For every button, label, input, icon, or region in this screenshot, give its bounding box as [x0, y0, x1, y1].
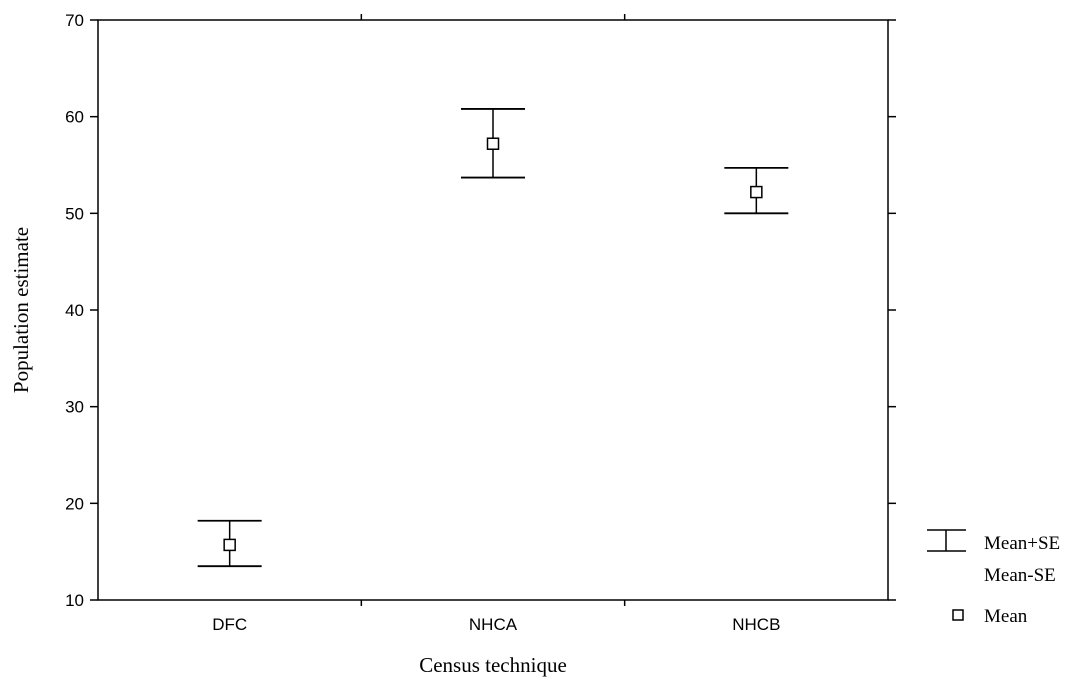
y-tick-label: 10 [65, 591, 84, 610]
legend: Mean+SE Mean-SE Mean [927, 529, 1060, 627]
x-axis: DFC NHCA NHCB [212, 14, 780, 634]
legend-errorbar-icon [927, 529, 966, 552]
error-bar-nhcb [724, 166, 789, 215]
x-tick-label: DFC [212, 615, 247, 634]
y-tick-label: 60 [65, 108, 84, 127]
y-tick-label: 30 [65, 398, 84, 417]
y-tick-label: 50 [65, 204, 84, 223]
mean-point-nhcb [750, 185, 763, 199]
error-bar-nhca [461, 108, 525, 179]
y-tick-label: 70 [65, 11, 84, 30]
data-marks [197, 108, 789, 568]
legend-label-mean-plus-se: Mean+SE [984, 533, 1060, 554]
x-tick-label: NHCA [469, 615, 518, 634]
y-tick-label: 40 [65, 301, 84, 320]
y-axis: 10 20 30 40 50 60 70 [65, 11, 896, 610]
mean-point-dfc [223, 538, 236, 552]
plot-frame [97, 19, 889, 601]
x-axis-title: Census technique [419, 653, 567, 677]
y-tick-label: 20 [65, 494, 84, 513]
x-tick-label: NHCB [732, 615, 780, 634]
error-bar-dfc [197, 519, 262, 568]
legend-mean-square-icon [952, 609, 964, 621]
mean-point-nhca [486, 137, 500, 150]
legend-label-mean: Mean [984, 606, 1028, 627]
legend-label-mean-minus-se: Mean-SE [984, 565, 1056, 586]
y-axis-title: Population estimate [9, 227, 33, 393]
